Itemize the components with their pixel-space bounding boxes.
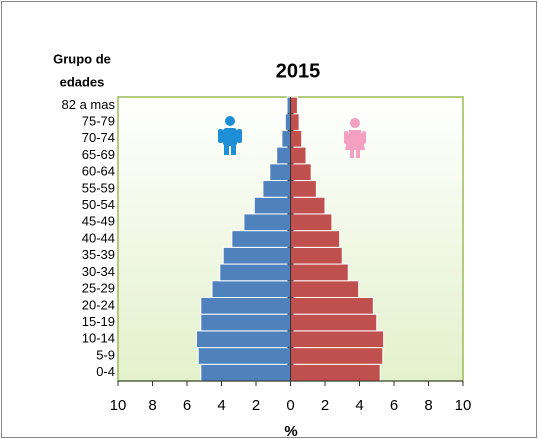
y-axis-title: Grupo de — [53, 51, 111, 66]
bar — [286, 96, 291, 115]
x-tick-label: 8 — [424, 397, 432, 414]
bar — [195, 330, 291, 349]
x-tick-label: 10 — [455, 397, 472, 414]
y-tick-label: 20-24 — [82, 297, 115, 312]
x-axis-title: % — [284, 423, 297, 439]
bar — [290, 246, 343, 265]
bar — [290, 263, 349, 282]
y-tick-label: 45-49 — [82, 214, 115, 229]
x-tick-label: 2 — [321, 397, 329, 414]
x-tick-label: 4 — [355, 397, 363, 414]
bar — [231, 230, 292, 248]
y-tick-label: 15-19 — [82, 314, 115, 329]
bar — [211, 280, 291, 298]
bar — [200, 363, 291, 382]
bar — [200, 296, 291, 315]
y-tick-label: 50-54 — [82, 197, 115, 212]
y-tick-label: 25-29 — [82, 281, 115, 296]
bar — [219, 263, 291, 282]
bar — [290, 196, 326, 215]
bar — [290, 313, 378, 332]
bar — [290, 296, 374, 315]
x-tick-label: 0 — [286, 397, 294, 414]
bar — [290, 163, 312, 182]
bar — [290, 330, 385, 349]
bar — [222, 246, 292, 265]
bar — [284, 113, 292, 131]
chart-title: 2015 — [276, 60, 321, 82]
bar — [290, 96, 298, 115]
y-tick-label: 40-44 — [82, 230, 115, 245]
x-tick-label: 6 — [390, 397, 398, 414]
x-tick-label: 2 — [252, 397, 260, 414]
bar — [290, 230, 341, 248]
bar — [290, 180, 317, 198]
y-tick-label: 55-59 — [82, 180, 115, 195]
bar — [253, 196, 291, 215]
female-icon — [344, 118, 366, 158]
y-tick-label: 60-64 — [82, 164, 115, 179]
y-tick-label: 65-69 — [82, 147, 115, 162]
x-tick-label: 8 — [148, 397, 156, 414]
y-tick-label: 30-34 — [82, 264, 115, 279]
y-axis-title: edades — [60, 74, 105, 89]
bar — [269, 163, 291, 182]
y-tick-label: 35-39 — [82, 247, 115, 262]
bar — [290, 146, 307, 165]
y-tick-label: 10-14 — [82, 331, 115, 346]
y-tick-label: 70-74 — [82, 130, 115, 145]
bar — [290, 113, 300, 131]
bar — [276, 146, 292, 165]
bar — [262, 180, 291, 198]
x-tick-label: 10 — [110, 397, 127, 414]
y-tick-label: 75-79 — [82, 113, 115, 128]
male-icon — [218, 116, 242, 155]
bar — [290, 363, 381, 382]
y-tick-label: 82 a mas — [62, 97, 116, 112]
bar — [281, 129, 291, 148]
bar — [290, 129, 303, 148]
bar — [197, 347, 291, 365]
y-tick-label: 5-9 — [96, 347, 115, 362]
bar — [290, 347, 384, 365]
x-tick-label: 4 — [217, 397, 225, 414]
y-tick-label: 0-4 — [96, 364, 115, 379]
bar — [243, 213, 292, 232]
x-tick-label: 6 — [183, 397, 191, 414]
bar — [290, 280, 360, 298]
bar — [290, 213, 333, 232]
bar — [200, 313, 291, 332]
